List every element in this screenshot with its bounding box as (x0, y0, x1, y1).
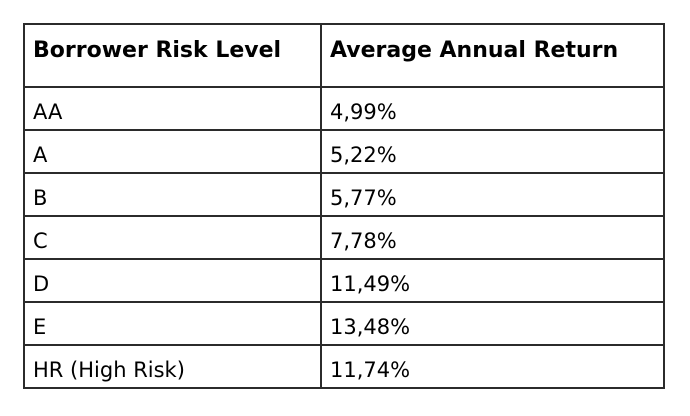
return-cell: 5,77% (320, 172, 665, 217)
risk-level-cell: E (23, 301, 322, 346)
return-cell: 5,22% (320, 129, 665, 174)
risk-level-cell: A (23, 129, 322, 174)
risk-level-cell: HR (High Risk) (23, 344, 322, 389)
risk-level-cell: C (23, 215, 322, 260)
return-cell: 7,78% (320, 215, 665, 260)
table-row: C 7,78% (23, 215, 665, 260)
return-cell: 11,74% (320, 344, 665, 389)
return-table-container: Borrower Risk Level Average Annual Retur… (23, 23, 665, 389)
risk-level-cell: B (23, 172, 322, 217)
table-row: B 5,77% (23, 172, 665, 217)
table-row: A 5,22% (23, 129, 665, 174)
table-row: E 13,48% (23, 301, 665, 346)
header-row: Borrower Risk Level Average Annual Retur… (23, 23, 665, 88)
return-cell: 13,48% (320, 301, 665, 346)
return-cell: 4,99% (320, 86, 665, 131)
risk-level-cell: AA (23, 86, 322, 131)
risk-return-table: Borrower Risk Level Average Annual Retur… (23, 23, 665, 389)
header-annual-return: Average Annual Return (320, 23, 665, 88)
return-cell: 11,49% (320, 258, 665, 303)
header-risk-level: Borrower Risk Level (23, 23, 322, 88)
table-row: D 11,49% (23, 258, 665, 303)
table-row: HR (High Risk) 11,74% (23, 344, 665, 389)
table-row: AA 4,99% (23, 86, 665, 131)
risk-level-cell: D (23, 258, 322, 303)
